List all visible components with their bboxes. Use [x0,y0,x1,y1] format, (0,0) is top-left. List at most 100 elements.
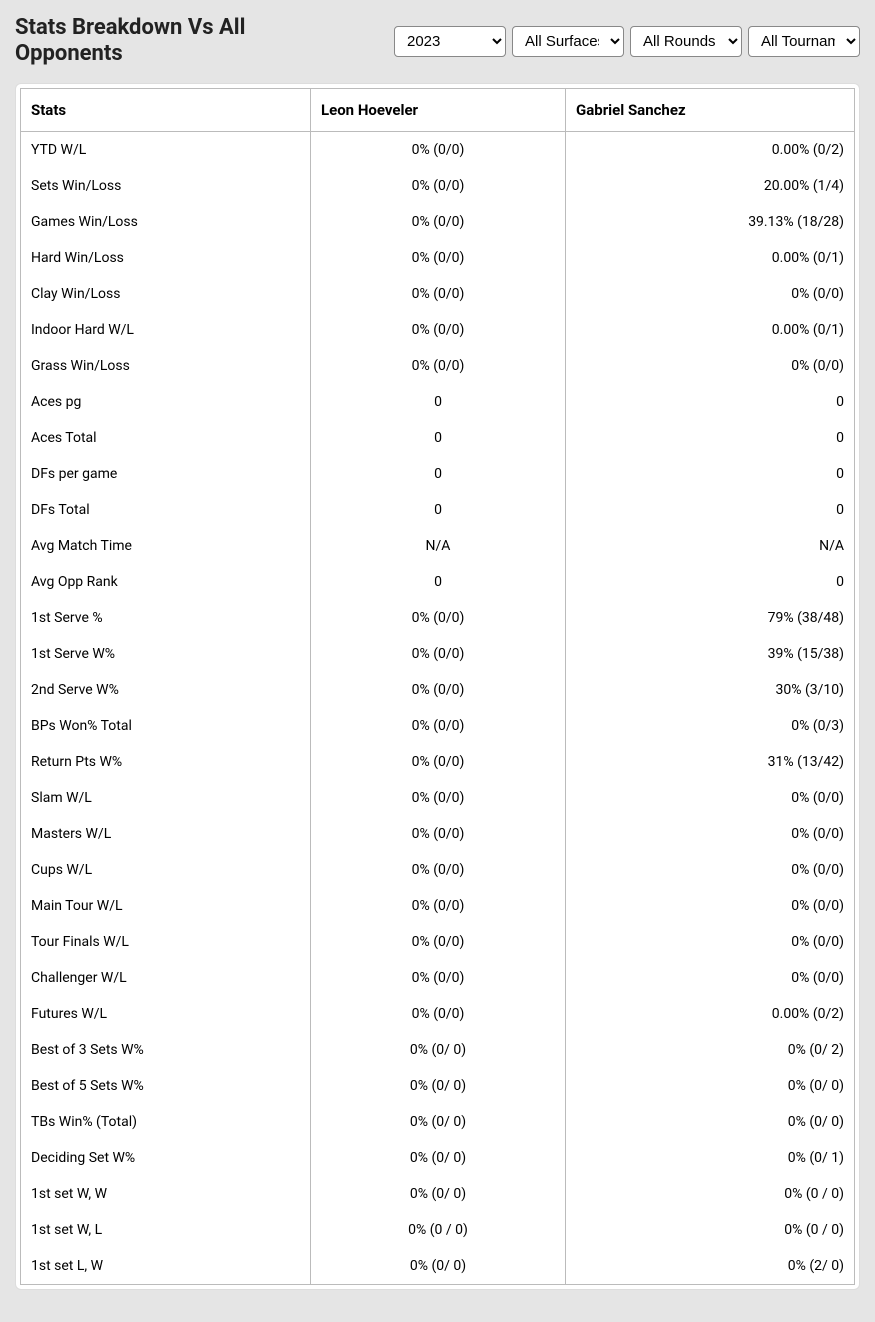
player2-value-cell: 0 [566,420,855,456]
player1-value-cell: 0% (0/0) [311,852,566,888]
stat-name-cell: Best of 5 Sets W% [21,1068,311,1104]
column-header-player2: Gabriel Sanchez [566,88,855,131]
stat-name-cell: 1st Serve % [21,600,311,636]
player1-value-cell: 0% (0/0) [311,636,566,672]
player2-value-cell: 20.00% (1/4) [566,168,855,204]
table-row: Futures W/L0% (0/0)0.00% (0/2) [21,996,855,1032]
player2-value-cell: 0.00% (0/2) [566,996,855,1032]
table-row: Tour Finals W/L0% (0/0)0% (0/0) [21,924,855,960]
stat-name-cell: Grass Win/Loss [21,348,311,384]
player2-value-cell: 0% (0/ 2) [566,1032,855,1068]
table-row: DFs Total00 [21,492,855,528]
player1-value-cell: 0% (0/0) [311,168,566,204]
page-header: Stats Breakdown Vs All Opponents 2023 Al… [15,15,860,68]
table-row: Challenger W/L0% (0/0)0% (0/0) [21,960,855,996]
player2-value-cell: 0% (0/0) [566,888,855,924]
year-select[interactable]: 2023 [394,26,506,57]
table-row: Games Win/Loss0% (0/0)39.13% (18/28) [21,204,855,240]
stat-name-cell: DFs per game [21,456,311,492]
table-row: Indoor Hard W/L0% (0/0)0.00% (0/1) [21,312,855,348]
stat-name-cell: Tour Finals W/L [21,924,311,960]
player2-value-cell: 31% (13/42) [566,744,855,780]
table-row: Return Pts W%0% (0/0)31% (13/42) [21,744,855,780]
surface-select[interactable]: All Surfaces [512,26,624,57]
player1-value-cell: 0% (0/0) [311,312,566,348]
player1-value-cell: 0% (0/0) [311,744,566,780]
player2-value-cell: 0% (0/0) [566,924,855,960]
stat-name-cell: Return Pts W% [21,744,311,780]
player2-value-cell: 0% (0/ 0) [566,1068,855,1104]
stat-name-cell: TBs Win% (Total) [21,1104,311,1140]
player2-value-cell: 0% (0/0) [566,348,855,384]
stat-name-cell: Main Tour W/L [21,888,311,924]
player2-value-cell: 0 [566,564,855,600]
player1-value-cell: 0% (0/ 0) [311,1068,566,1104]
player2-value-cell: 0% (0/0) [566,852,855,888]
player1-value-cell: 0% (0/ 0) [311,1248,566,1285]
player2-value-cell: 0 [566,492,855,528]
column-header-stats: Stats [21,88,311,131]
stat-name-cell: Clay Win/Loss [21,276,311,312]
player1-value-cell: 0% (0/0) [311,276,566,312]
player1-value-cell: 0% (0/ 0) [311,1104,566,1140]
player1-value-cell: 0% (0/0) [311,240,566,276]
player2-value-cell: 0.00% (0/2) [566,131,855,168]
stat-name-cell: Avg Match Time [21,528,311,564]
table-row: Deciding Set W%0% (0/ 0)0% (0/ 1) [21,1140,855,1176]
table-row: Slam W/L0% (0/0)0% (0/0) [21,780,855,816]
stat-name-cell: Futures W/L [21,996,311,1032]
player2-value-cell: 0% (0 / 0) [566,1212,855,1248]
table-row: Masters W/L0% (0/0)0% (0/0) [21,816,855,852]
table-row: Grass Win/Loss0% (0/0)0% (0/0) [21,348,855,384]
player1-value-cell: 0% (0/0) [311,708,566,744]
player1-value-cell: 0 [311,456,566,492]
table-row: 1st set L, W0% (0/ 0)0% (2/ 0) [21,1248,855,1285]
player2-value-cell: 0% (0/0) [566,780,855,816]
stat-name-cell: YTD W/L [21,131,311,168]
table-row: Aces pg00 [21,384,855,420]
player2-value-cell: 30% (3/10) [566,672,855,708]
stat-name-cell: 1st set W, L [21,1212,311,1248]
stat-name-cell: Challenger W/L [21,960,311,996]
stat-name-cell: Aces pg [21,384,311,420]
player1-value-cell: 0% (0/ 0) [311,1176,566,1212]
stat-name-cell: Indoor Hard W/L [21,312,311,348]
stat-name-cell: DFs Total [21,492,311,528]
player2-value-cell: 79% (38/48) [566,600,855,636]
player1-value-cell: 0% (0/ 0) [311,1032,566,1068]
player2-value-cell: 0% (2/ 0) [566,1248,855,1285]
table-row: Clay Win/Loss0% (0/0)0% (0/0) [21,276,855,312]
table-row: Avg Match TimeN/AN/A [21,528,855,564]
stat-name-cell: Avg Opp Rank [21,564,311,600]
table-row: Sets Win/Loss0% (0/0)20.00% (1/4) [21,168,855,204]
round-select[interactable]: All Rounds [630,26,742,57]
stat-name-cell: Best of 3 Sets W% [21,1032,311,1068]
tournament-select[interactable]: All Tournaments [748,26,860,57]
player1-value-cell: 0 [311,492,566,528]
player1-value-cell: 0% (0 / 0) [311,1212,566,1248]
player1-value-cell: 0 [311,384,566,420]
player1-value-cell: 0% (0/0) [311,600,566,636]
player2-value-cell: 0 [566,384,855,420]
player2-value-cell: 0% (0/ 0) [566,1104,855,1140]
stat-name-cell: 1st set W, W [21,1176,311,1212]
table-row: BPs Won% Total0% (0/0)0% (0/3) [21,708,855,744]
stat-name-cell: Games Win/Loss [21,204,311,240]
stats-table-wrapper: Stats Leon Hoeveler Gabriel Sanchez YTD … [15,83,860,1290]
player1-value-cell: 0% (0/0) [311,816,566,852]
table-row: Cups W/L0% (0/0)0% (0/0) [21,852,855,888]
player1-value-cell: 0% (0/0) [311,960,566,996]
stats-table: Stats Leon Hoeveler Gabriel Sanchez YTD … [20,88,855,1285]
column-header-player1: Leon Hoeveler [311,88,566,131]
table-row: Avg Opp Rank00 [21,564,855,600]
table-row: 1st set W, W0% (0/ 0)0% (0 / 0) [21,1176,855,1212]
table-row: 1st set W, L0% (0 / 0)0% (0 / 0) [21,1212,855,1248]
player2-value-cell: 0% (0/0) [566,276,855,312]
player2-value-cell: 0 [566,456,855,492]
stat-name-cell: 1st set L, W [21,1248,311,1285]
player2-value-cell: 0% (0/0) [566,816,855,852]
table-row: TBs Win% (Total)0% (0/ 0)0% (0/ 0) [21,1104,855,1140]
table-row: Aces Total00 [21,420,855,456]
table-row: Main Tour W/L0% (0/0)0% (0/0) [21,888,855,924]
stat-name-cell: Sets Win/Loss [21,168,311,204]
